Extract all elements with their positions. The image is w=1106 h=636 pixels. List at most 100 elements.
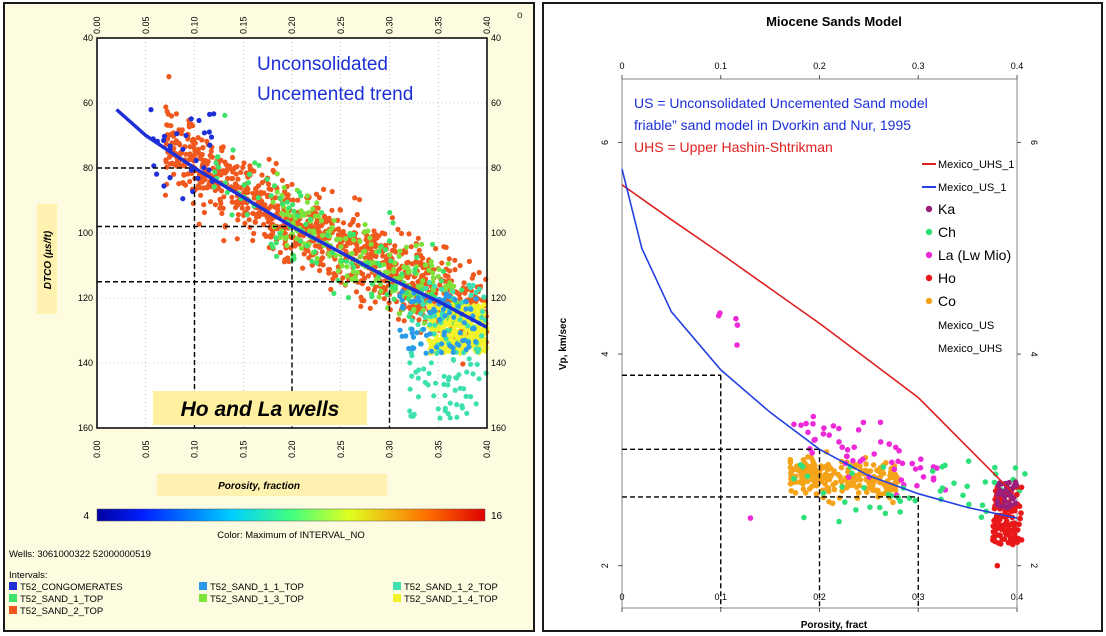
data-point <box>314 255 320 261</box>
y-tick-label-right: 60 <box>491 98 501 108</box>
data-point <box>939 464 946 470</box>
data-point <box>445 261 451 267</box>
data-point <box>239 200 245 206</box>
data-point <box>392 286 398 292</box>
data-point <box>167 143 173 149</box>
data-point <box>386 265 392 272</box>
x-tick-label-bottom: 0.2 <box>813 592 826 602</box>
data-point <box>319 232 325 239</box>
data-point <box>295 197 301 203</box>
legend-label: T52_SAND_1_4_TOP <box>404 594 498 605</box>
data-point <box>804 478 811 485</box>
x-tick-label-top: 0.3 <box>912 61 925 71</box>
data-point <box>468 361 474 367</box>
data-point <box>173 138 179 144</box>
data-point <box>799 473 806 480</box>
data-point <box>845 480 851 487</box>
data-point <box>1001 493 1007 500</box>
data-point <box>991 517 997 524</box>
data-point <box>319 249 325 255</box>
data-point <box>468 394 474 400</box>
data-point <box>164 122 170 128</box>
data-point <box>415 394 422 400</box>
data-point <box>463 393 469 399</box>
data-point <box>849 470 855 477</box>
data-point <box>366 255 372 261</box>
data-point <box>820 431 827 437</box>
data-point <box>430 275 436 281</box>
data-point <box>208 154 214 160</box>
data-point <box>842 499 848 505</box>
data-point <box>324 232 330 238</box>
legend-label: T52_SAND_1_TOP <box>20 594 103 605</box>
data-point <box>225 175 231 182</box>
data-point <box>217 196 223 202</box>
data-point <box>331 290 337 296</box>
data-point <box>860 419 867 426</box>
data-point <box>168 123 174 129</box>
data-point <box>224 166 230 172</box>
y-tick-label-left: 2 <box>600 563 610 568</box>
data-point <box>319 210 325 216</box>
data-point <box>195 135 201 141</box>
legend-label: Ho <box>938 270 956 286</box>
data-point <box>206 167 212 173</box>
data-point <box>389 215 395 221</box>
colorbar <box>96 508 486 522</box>
data-point <box>483 370 489 376</box>
x-tick-label-bottom: 0.40 <box>482 440 492 458</box>
data-point <box>411 345 417 351</box>
legend-label: T52_SAND_1_1_TOP <box>210 582 304 593</box>
data-point <box>462 337 468 343</box>
data-point <box>220 168 226 174</box>
data-point <box>481 294 487 300</box>
data-point <box>850 457 856 464</box>
data-point <box>461 320 467 326</box>
data-point <box>454 290 460 296</box>
data-point <box>820 475 826 482</box>
data-point <box>1018 484 1025 491</box>
data-point <box>241 182 247 188</box>
legend-swatch <box>9 594 17 602</box>
data-point <box>419 273 425 279</box>
data-point <box>161 137 167 144</box>
data-point <box>421 366 427 372</box>
data-point <box>326 266 333 272</box>
data-point <box>856 476 863 482</box>
data-point <box>820 490 827 496</box>
data-point <box>441 373 447 379</box>
wells-line: Wells: 3061000322 52000000519 <box>9 549 151 560</box>
data-point <box>999 536 1005 542</box>
data-point <box>201 165 207 171</box>
data-point <box>338 244 344 250</box>
data-point <box>416 317 422 323</box>
y-axis-label: Vp, km/sec <box>558 317 569 370</box>
data-point <box>995 540 1002 546</box>
data-point <box>930 464 937 470</box>
data-point <box>218 172 224 178</box>
data-point <box>408 244 414 250</box>
data-point <box>465 323 471 329</box>
data-point <box>441 329 447 335</box>
data-point <box>895 458 901 465</box>
y-tick-label-right: 4 <box>1029 352 1039 357</box>
data-point <box>188 116 194 122</box>
data-point <box>990 534 996 541</box>
data-point <box>473 289 479 296</box>
data-point <box>386 300 392 306</box>
data-point <box>420 255 426 261</box>
data-point <box>409 317 415 323</box>
data-point <box>439 341 445 347</box>
data-point <box>1012 480 1019 487</box>
data-point <box>252 160 258 166</box>
data-point <box>371 228 377 234</box>
data-point <box>418 341 424 347</box>
data-point <box>262 231 268 237</box>
data-point <box>890 499 896 506</box>
data-point <box>379 230 385 236</box>
data-point <box>266 186 272 192</box>
data-point <box>197 154 203 160</box>
data-point <box>991 479 998 486</box>
legend-label: T52_CONGOMERATES <box>20 582 123 593</box>
data-point <box>804 473 811 480</box>
